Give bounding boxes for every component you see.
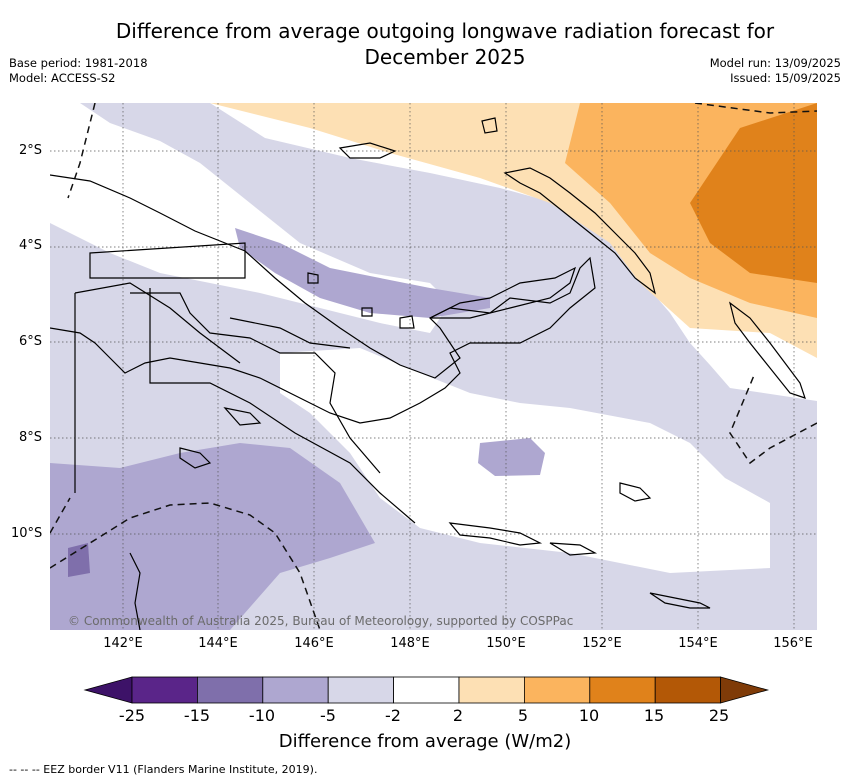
base-period: Base period: 1981-2018 [9,56,148,70]
coastlines [50,117,806,630]
meta-right: Model run: 13/09/2025 Issued: 15/09/2025 [710,56,841,86]
lat-label-8s: 8°S [19,430,43,445]
copyright-notice: © Commonwealth of Australia 2025, Bureau… [68,614,574,628]
anomaly-patch-dark [68,543,90,577]
anomaly-patch-southwest [50,443,375,630]
lon-label-156e: 156°E [773,636,813,651]
colorbar-tick-3: -5 [320,706,336,725]
lon-label-148e: 148°E [390,636,430,651]
eez-borders [50,103,817,630]
lat-label-4s: 4°S [19,238,43,253]
colorbar [83,676,770,704]
colorbar-tick-0: -25 [118,706,146,725]
colorbar-label: Difference from average (W/m2) [278,731,572,752]
map-panel [50,103,817,630]
colorbar-cells [83,676,770,704]
colorbar-cell [131,676,198,704]
map-svg [50,103,817,630]
colorbar-cell [523,676,591,704]
colorbar-tick-4: -2 [385,706,401,725]
title-line-2: December 2025 [364,45,526,69]
colorbar-tick-7: 10 [578,706,600,725]
colorbar-tick-9: 25 [708,706,730,725]
lat-label-6s: 6°S [19,334,43,349]
lon-label-142e: 142°E [103,636,143,651]
lat-label-10s: 10°S [11,526,43,541]
colorbar-cell [393,676,460,704]
anomaly-patch-east [478,438,545,476]
issued-date: Issued: 15/09/2025 [730,71,841,85]
colorbar-tick-8: 15 [643,706,665,725]
lat-label-2s: 2°S [19,143,43,158]
title-line-1: Difference from average outgoing longwav… [115,19,775,43]
model-run: Model run: 13/09/2025 [709,56,841,70]
colorbar-extend-low [83,676,133,704]
lon-label-146e: 146°E [294,636,334,651]
map-title: Difference from average outgoing longwav… [90,18,800,70]
colorbar-cell [262,676,329,704]
colorbar-cell [458,676,525,704]
colorbar-cell [654,676,722,704]
eez-footnote: -- -- -- EEZ border V11 (Flanders Marine… [9,763,318,776]
colorbar-extend-high [720,676,770,704]
lon-label-144e: 144°E [198,636,238,651]
colorbar-cell [589,676,656,704]
anomaly-patch-central [235,228,490,318]
colorbar-tick-5: 2 [452,706,464,725]
colorbar-tick-6: 5 [517,706,529,725]
lon-label-154e: 154°E [678,636,718,651]
colorbar-tick-2: -10 [248,706,276,725]
lon-label-152e: 152°E [582,636,622,651]
meta-left: Base period: 1981-2018 Model: ACCESS-S2 [9,56,148,86]
colorbar-tick-1: -15 [183,706,211,725]
colorbar-cell [327,676,394,704]
lon-label-150e: 150°E [486,636,526,651]
anomaly-band-dark-orange [690,103,817,283]
colorbar-cell [197,676,264,704]
model-name: Model: ACCESS-S2 [9,71,116,85]
